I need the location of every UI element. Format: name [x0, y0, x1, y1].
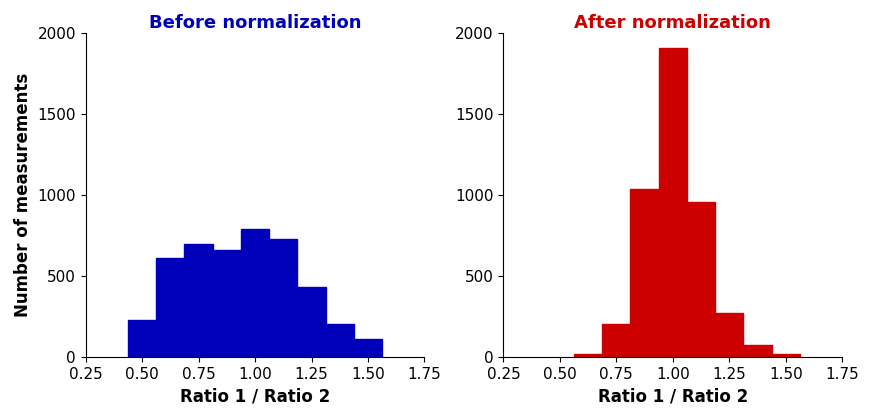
Bar — [772, 354, 800, 357]
Bar — [574, 354, 602, 357]
Bar — [184, 243, 213, 357]
X-axis label: Ratio 1 / Ratio 2: Ratio 1 / Ratio 2 — [598, 387, 748, 405]
Bar — [354, 339, 382, 357]
Bar — [687, 202, 715, 357]
Y-axis label: Number of measurements: Number of measurements — [14, 73, 32, 317]
Bar — [659, 48, 687, 357]
Title: Before normalization: Before normalization — [148, 14, 361, 32]
Bar — [241, 229, 269, 357]
Title: After normalization: After normalization — [574, 14, 771, 32]
X-axis label: Ratio 1 / Ratio 2: Ratio 1 / Ratio 2 — [180, 387, 330, 405]
Bar — [630, 189, 659, 357]
Bar — [326, 324, 354, 357]
Bar — [298, 287, 326, 357]
Bar — [128, 320, 156, 357]
Bar — [744, 345, 772, 357]
Bar — [269, 239, 298, 357]
Bar — [715, 313, 744, 357]
Bar — [602, 324, 630, 357]
Bar — [156, 258, 184, 357]
Bar — [213, 250, 241, 357]
